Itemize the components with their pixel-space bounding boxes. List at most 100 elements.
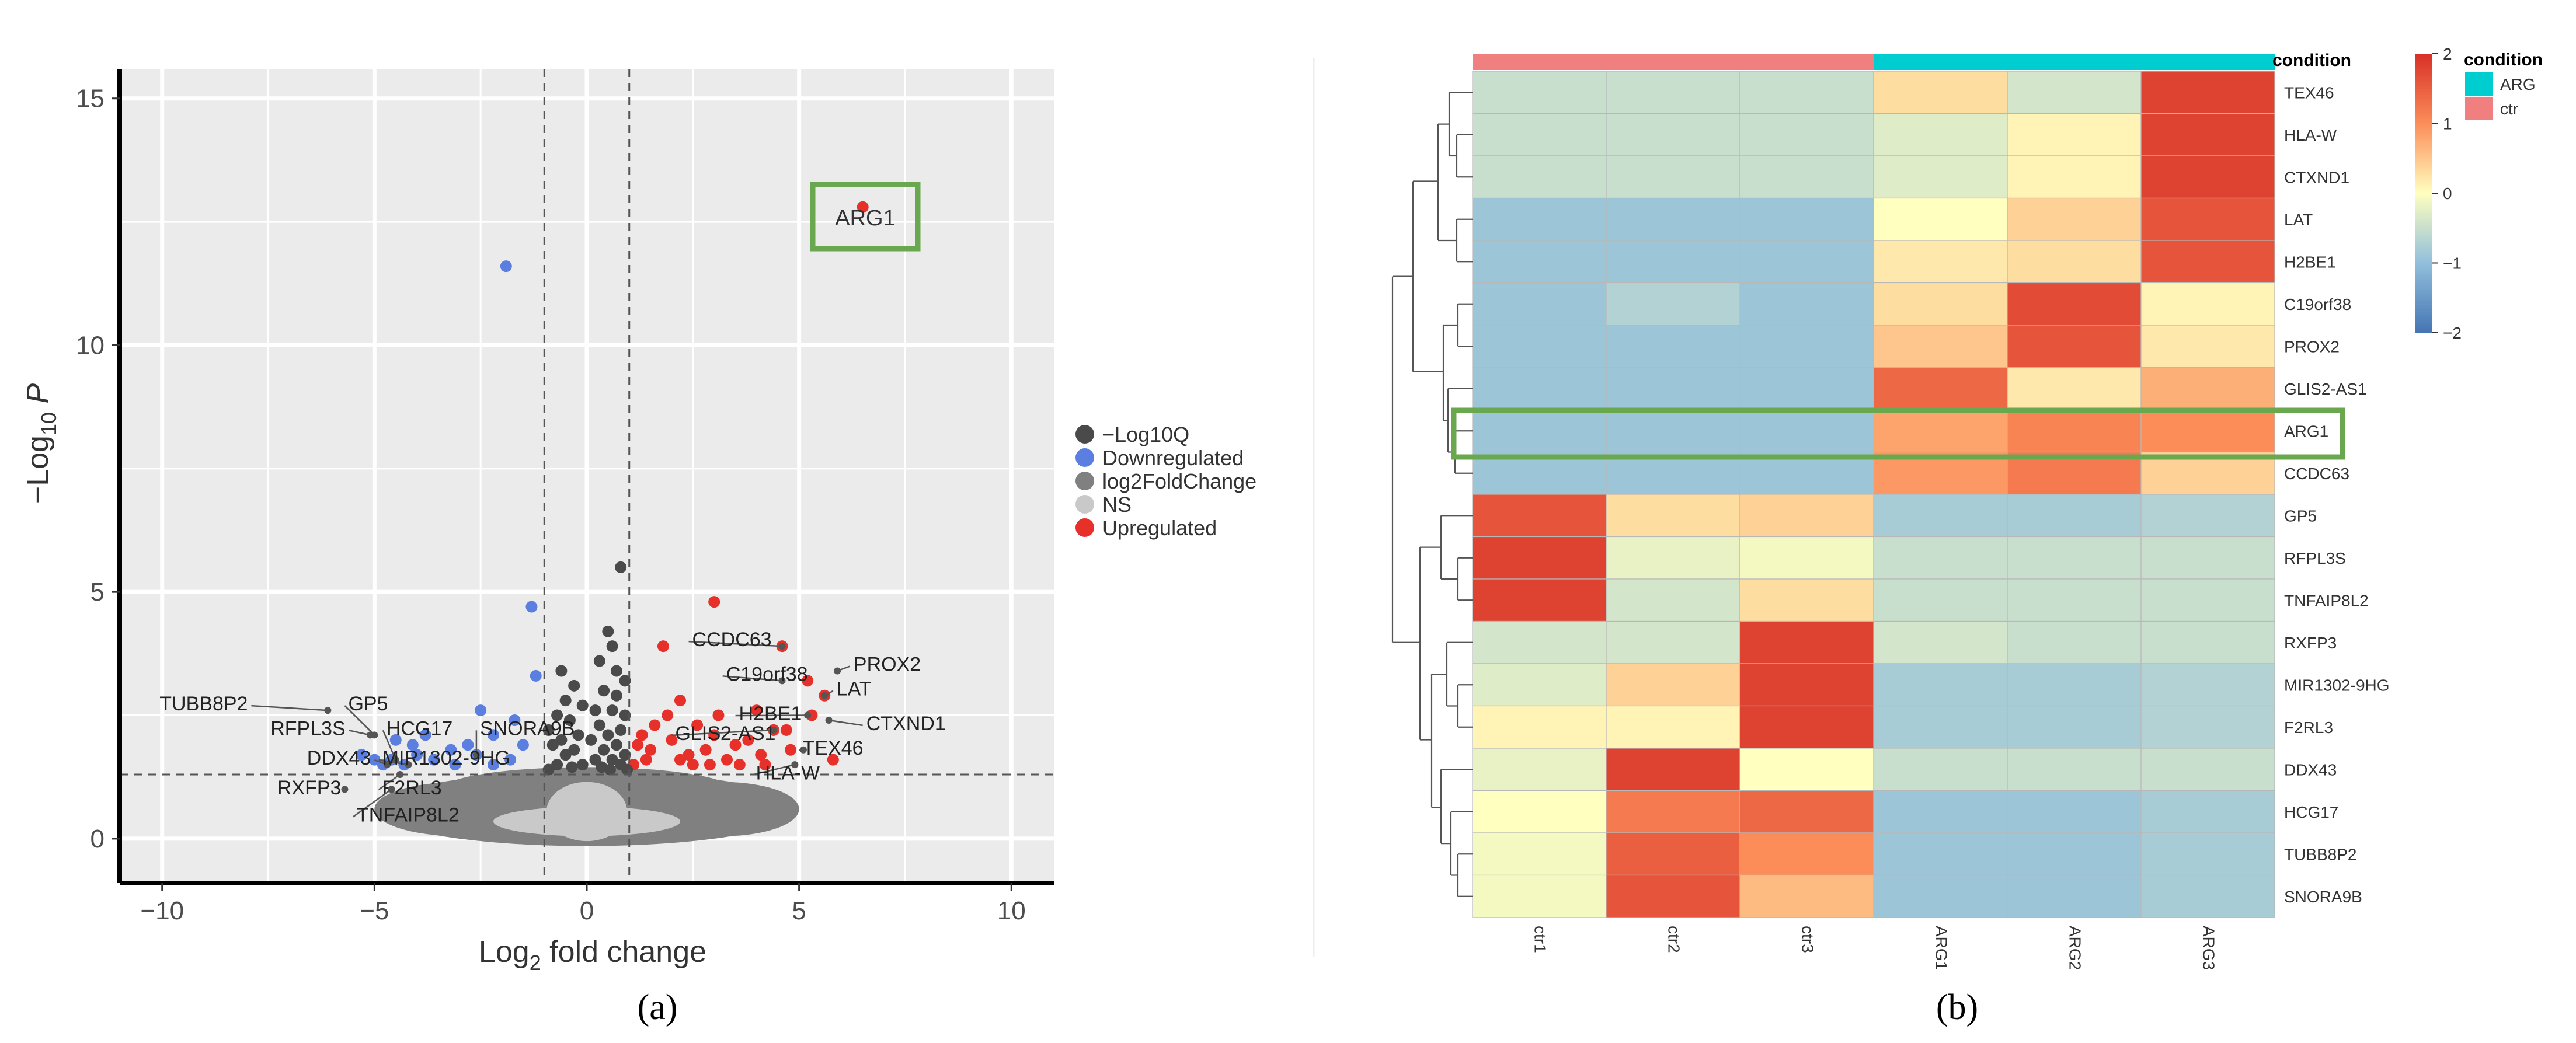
point-downregulated-17 bbox=[406, 739, 419, 751]
row-label-lat: LAT bbox=[2284, 211, 2313, 229]
heatmap-cell-ddx43-ctr3 bbox=[1739, 748, 1874, 791]
annotation-leader-ctxnd1 bbox=[829, 719, 863, 727]
heatmap-cell-mir1302-9hg-arg2 bbox=[2007, 663, 2142, 707]
annotation-point-ccdc63 bbox=[778, 643, 786, 650]
heatmap-cell-rfpl3s-ctr3 bbox=[1739, 536, 1874, 580]
point-upregulated-9 bbox=[759, 759, 771, 771]
row-label-c19orf38: C19orf38 bbox=[2284, 295, 2351, 313]
row-label-tex46: TEX46 bbox=[2284, 83, 2334, 102]
annotation-point-tnfaip8l2 bbox=[388, 786, 395, 793]
point-downregulated-5 bbox=[488, 729, 499, 741]
point-downregulated-15 bbox=[462, 739, 474, 751]
annotation-point-hla-w bbox=[791, 761, 799, 769]
annotation-leader-tnfaip8l2 bbox=[353, 789, 392, 818]
condition-bar-segment-ctr1 bbox=[1473, 54, 1607, 70]
annotation-label-tnfaip8l2: TNFAIP8L2 bbox=[357, 804, 459, 826]
point-upregulated-17 bbox=[750, 704, 763, 717]
heatmap-cell-ctxnd1-ctr1 bbox=[1472, 155, 1607, 199]
arg1-highlight-box bbox=[810, 182, 921, 252]
heatmap-cell-tex46-ctr2 bbox=[1606, 71, 1740, 114]
heatmap-cell-tnfaip8l2-arg1 bbox=[1873, 578, 2008, 622]
heatmap-cell-h2be1-ctr1 bbox=[1472, 240, 1607, 284]
annotation-leader-hcg17 bbox=[382, 730, 396, 761]
point-upregulated-30 bbox=[674, 754, 686, 766]
heatmap-cell-arg1-ctr1 bbox=[1472, 409, 1607, 453]
heatmap-cell-lat-arg2 bbox=[2007, 197, 2142, 241]
heatmap-cell-arg1-ctr3 bbox=[1739, 409, 1874, 453]
heatmap-cell-tex46-arg2 bbox=[2007, 71, 2142, 114]
point--log10q-17 bbox=[593, 719, 605, 731]
heatmap-cell-f2rl3-ctr3 bbox=[1739, 705, 1874, 749]
row-label-h2be1: H2BE1 bbox=[2284, 253, 2336, 271]
condition-legend: condition ARG ctr bbox=[2464, 50, 2543, 120]
heatmap-cell-tubb8p2-ctr2 bbox=[1606, 832, 1740, 876]
annotation-point-c19orf38 bbox=[778, 677, 786, 685]
heatmap-cell-snora9b-ctr3 bbox=[1739, 874, 1874, 918]
annotation-point-snora9b bbox=[472, 751, 480, 759]
annotation-leader-glis2-as1 bbox=[671, 729, 774, 737]
heatmap-cell-tnfaip8l2-arg3 bbox=[2140, 578, 2275, 622]
point-upregulated-32 bbox=[780, 724, 792, 736]
heatmap-cell-tnfaip8l2-arg2 bbox=[2007, 578, 2142, 622]
point--log10q-10 bbox=[559, 695, 572, 707]
point-downregulated-6 bbox=[517, 739, 529, 751]
heatmap-cell-f2rl3-arg2 bbox=[2007, 705, 2142, 749]
heatmap-cell-mir1302-9hg-ctr2 bbox=[1606, 663, 1740, 707]
heatmap-cell-ddx43-arg3 bbox=[2140, 748, 2275, 791]
condition-bar-segment-arg3 bbox=[2141, 54, 2275, 70]
heatmap-cell-rxfp3-arg2 bbox=[2007, 620, 2142, 664]
annotation-label-hla-w: HLA-W bbox=[756, 762, 820, 784]
row-label-glis2-as1: GLIS2-AS1 bbox=[2284, 380, 2367, 398]
point-downregulated-13 bbox=[368, 754, 381, 766]
legend-label-log10q: −Log10Q bbox=[1102, 423, 1189, 446]
heatmap-cell-hcg17-ctr3 bbox=[1739, 790, 1874, 833]
point-downregulated-10 bbox=[411, 749, 423, 761]
row-label-rfpl3s: RFPL3S bbox=[2284, 549, 2346, 567]
heatmap-panel: condition TEX46 HLA-W CTXND1 LAT H2BE1 C19orf… bbox=[1391, 45, 2543, 1027]
heatmap-cell-lat-ctr3 bbox=[1739, 197, 1874, 241]
arg1-row-highlight-box bbox=[1451, 407, 2345, 460]
heatmap-cell-ctxnd1-arg2 bbox=[2007, 155, 2142, 199]
legend-key-log10q bbox=[1075, 425, 1094, 444]
row-label-ctxnd1: CTXND1 bbox=[2284, 168, 2349, 186]
heatmap-cell-mir1302-9hg-arg3 bbox=[2140, 663, 2275, 707]
point-upregulated-19 bbox=[687, 759, 699, 771]
volcano-legend: −Log10Q Downregulated log2FoldChange NS … bbox=[1075, 423, 1256, 540]
point-upregulated-22 bbox=[691, 719, 704, 731]
heatmap-cell-gp5-ctr3 bbox=[1739, 494, 1874, 538]
annotation-label-mir1302-9hg: MIR1302-9HG bbox=[382, 747, 510, 769]
heatmap-cell-tubb8p2-arg2 bbox=[2007, 832, 2142, 876]
annotation-leader-tubb8p2 bbox=[251, 704, 328, 711]
heatmap-cell-tex46-arg3 bbox=[2140, 71, 2275, 114]
colorbar-tick-label-4: −2 bbox=[2443, 324, 2462, 342]
heatmap-cell-h2be1-ctr3 bbox=[1739, 240, 1874, 284]
heatmap-row-labels: TEX46 HLA-W CTXND1 LAT H2BE1 C19orf38 PROX2 GLI… bbox=[2284, 83, 2390, 906]
point-upregulated-33 bbox=[636, 729, 648, 741]
heatmap-cell-c19orf38-ctr1 bbox=[1472, 282, 1607, 326]
annotation-leader-c19orf38 bbox=[722, 675, 782, 682]
condition-bar-segment-ctr3 bbox=[1740, 54, 1874, 70]
point-upregulated-13 bbox=[666, 734, 678, 746]
point-downregulated-0 bbox=[500, 260, 512, 273]
point--log10q-4 bbox=[610, 665, 622, 677]
heatmap-cell-tubb8p2-ctr1 bbox=[1472, 832, 1607, 876]
volcano-grid bbox=[120, 69, 1054, 883]
heatmap-cell-tubb8p2-ctr3 bbox=[1739, 832, 1874, 876]
point-downregulated-21 bbox=[389, 734, 402, 746]
point-upregulated-20 bbox=[721, 754, 733, 766]
arg1-highlight-label: ARG1 bbox=[835, 206, 895, 231]
heatmap-cell-snora9b-arg3 bbox=[2140, 874, 2275, 918]
point--log10q-11 bbox=[576, 699, 589, 711]
point-upregulated-27 bbox=[827, 754, 839, 766]
condition-legend-title: condition bbox=[2464, 50, 2543, 69]
annotation-leader-ccdc63 bbox=[688, 640, 782, 647]
point-upregulated-21 bbox=[662, 709, 674, 721]
heatmap-cell-rfpl3s-arg3 bbox=[2140, 536, 2275, 580]
point--log10q-29 bbox=[559, 749, 572, 761]
heatmap-cell-tnfaip8l2-ctr1 bbox=[1472, 578, 1607, 622]
heatmap-cell-glis2-as1-arg2 bbox=[2007, 367, 2142, 410]
heatmap-cell-rfpl3s-ctr1 bbox=[1472, 536, 1607, 580]
heatmap-cell-rfpl3s-arg1 bbox=[1873, 536, 2008, 580]
